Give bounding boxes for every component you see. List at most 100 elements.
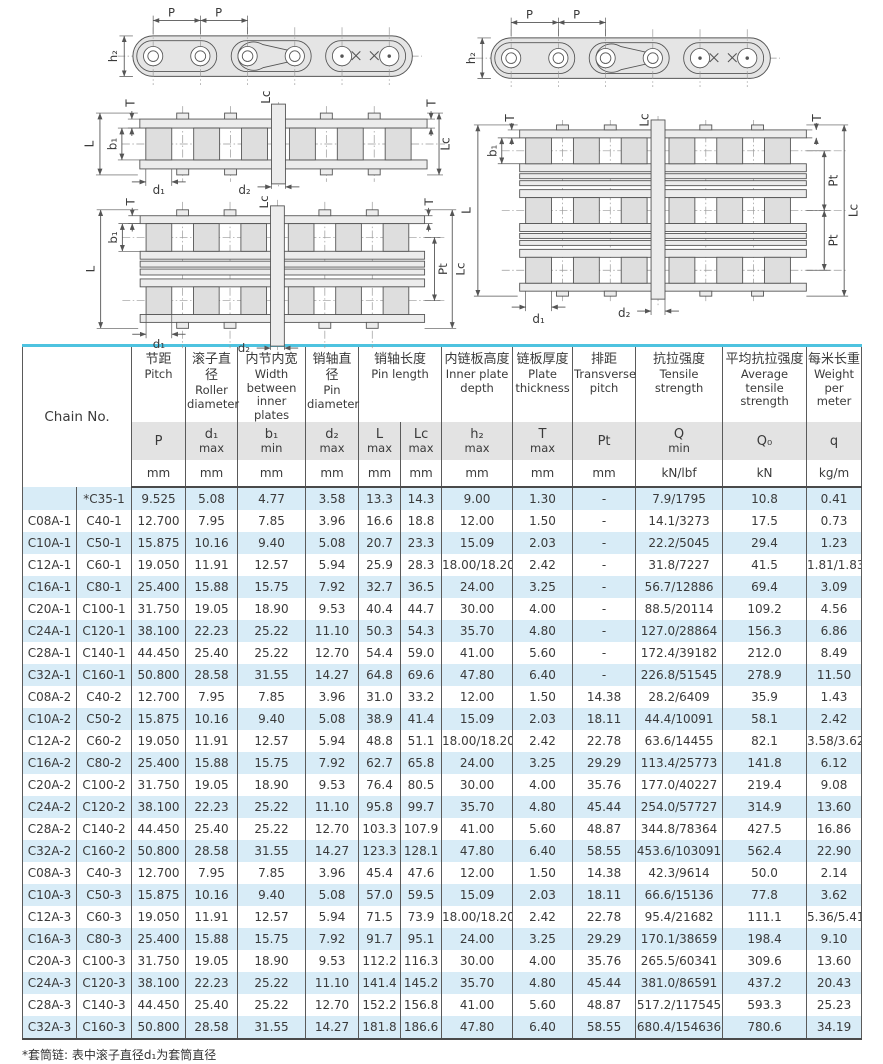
- cell: 22.23: [185, 972, 239, 994]
- cell: 29.29: [572, 928, 637, 950]
- cell: 12.00: [441, 510, 514, 532]
- cell: 116.3: [400, 950, 443, 972]
- cell: 11.91: [185, 730, 239, 752]
- dim-label-d2: d₂: [238, 341, 250, 354]
- cell: 198.4: [722, 928, 808, 950]
- dim-label-lc: Lc: [847, 204, 861, 217]
- spec-table-head: Chain No. 节距 Pitch 滚子直径 Roller diameter 内节内宽 W…: [22, 345, 862, 488]
- cell: 3.25: [512, 576, 574, 598]
- chain-no-iso: C100-3: [76, 950, 133, 972]
- symbol-qualifier: max: [464, 441, 490, 455]
- cell: 10.8: [722, 487, 808, 510]
- cell: 31.0: [358, 686, 402, 708]
- cell: 8.49: [820, 646, 848, 660]
- cell: 3.09: [820, 580, 848, 594]
- cell: 35.70: [441, 620, 514, 642]
- cell: 5.60: [512, 818, 574, 840]
- column-group-header: 平均抗拉强度 Average tensile strength: [722, 345, 808, 422]
- cell: 427.5: [722, 818, 808, 840]
- cell: 278.9: [722, 664, 808, 686]
- cell: 172.4/39182: [635, 642, 724, 664]
- single-row-side-view-diagram: L b₁ T Lc T Lc d₁ d₂: [82, 91, 450, 196]
- footnote-zh: *套筒链: 表中滚子直径d₁为套筒直径: [22, 1048, 217, 1062]
- cell: 177.0/40227: [635, 774, 724, 796]
- dim-label-b1: b₁: [485, 144, 499, 157]
- cell: 11.10: [305, 972, 360, 994]
- cell: 28.58: [185, 664, 239, 686]
- cell: 152.2: [358, 994, 402, 1016]
- cell: 34.19: [816, 1020, 852, 1034]
- cell: 10.16: [185, 884, 239, 906]
- cell: 14.27: [305, 664, 360, 686]
- cell: 31.55: [237, 664, 307, 686]
- dim-label-d1: d₁: [153, 183, 166, 196]
- column-group-header: 内链板高度 Inner plate depth: [441, 345, 514, 422]
- cell: 22.2/5045: [635, 532, 724, 554]
- cell: 3.62: [820, 888, 848, 902]
- cell: 11.50: [816, 668, 852, 682]
- chain-no-iso: C160-3: [76, 1016, 133, 1039]
- cell: -: [572, 487, 637, 510]
- cell: 29.4: [722, 532, 808, 554]
- chain-no-ansi: C08A-2: [22, 686, 77, 708]
- cell: 680.4/154636: [635, 1016, 724, 1039]
- cell: 44.450: [131, 994, 187, 1016]
- symbol-qualifier: max: [530, 441, 556, 455]
- chain-no-iso: C80-2: [76, 752, 133, 774]
- chain-no-ansi: C12A-3: [22, 906, 77, 928]
- cell: 58.1: [722, 708, 808, 730]
- symbol-qualifier: min: [668, 441, 690, 455]
- cell: 23.3: [400, 532, 443, 554]
- cell: 9.525: [131, 487, 187, 510]
- chain-no-ansi: C08A-1: [22, 510, 77, 532]
- cell: 35.76: [572, 774, 637, 796]
- cell: 12.700: [131, 862, 187, 884]
- column-group-header: 销轴直径 Pin diameter: [305, 345, 359, 422]
- cell: -: [572, 554, 637, 576]
- cell: -: [572, 664, 637, 686]
- chain-no-iso: C120-2: [76, 796, 133, 818]
- dim-label-t: T: [124, 198, 138, 207]
- cell: 77.8: [722, 884, 808, 906]
- cell: 19.050: [131, 554, 187, 576]
- cell: 5.60: [512, 994, 574, 1016]
- cell: 45.4: [358, 862, 402, 884]
- column-unit: kg/m: [806, 460, 862, 488]
- cell: 32.7: [358, 576, 402, 598]
- cell: 50.800: [131, 664, 187, 686]
- cell: 14.38: [572, 862, 637, 884]
- cell: 41.5: [722, 554, 808, 576]
- cell: 9.53: [305, 598, 360, 620]
- dim-label-lc: Lc: [259, 91, 273, 104]
- chain-no-ansi: C32A-1: [22, 664, 77, 686]
- column-group-name-cn: 销轴直径: [312, 352, 352, 383]
- cell: 15.09: [441, 884, 514, 906]
- chain-no-iso: C100-2: [76, 774, 133, 796]
- cell: 19.05: [185, 598, 239, 620]
- symbol-qualifier: min: [260, 441, 283, 455]
- cell: 103.3: [358, 818, 402, 840]
- dim-label-lc: Lc: [454, 262, 468, 275]
- cell: 69.4: [722, 576, 808, 598]
- column-group-name-cn: 每米长重: [808, 352, 861, 367]
- cell: 25.22: [237, 642, 307, 664]
- cell: 24.00: [441, 752, 514, 774]
- symbol-text: Pt: [597, 433, 611, 449]
- chain-no-iso: C60-2: [76, 730, 133, 752]
- table-row: C10A-1 C50-1 15.875 10.16 9.40 5.08 20.7 23.3 15…: [22, 532, 862, 554]
- cell: 7.85: [237, 510, 307, 532]
- cell: 309.6: [722, 950, 808, 972]
- cell: 12.57: [237, 554, 307, 576]
- table-row: C10A-2 C50-2 15.875 10.16 9.40 5.08 38.9 41.4 15…: [22, 708, 862, 730]
- column-unit: mm: [305, 460, 360, 488]
- cell: 36.5: [400, 576, 443, 598]
- cell: 12.70: [305, 818, 360, 840]
- cell: 13.60: [816, 954, 852, 968]
- column-group-name-cn: 滚子直径: [192, 352, 232, 383]
- cell: 42.3/9614: [635, 862, 724, 884]
- chain-no-iso: C80-1: [76, 576, 133, 598]
- cell: 170.1/38659: [635, 928, 724, 950]
- cell: 41.00: [441, 642, 514, 664]
- symbol-text: h₂: [470, 427, 484, 442]
